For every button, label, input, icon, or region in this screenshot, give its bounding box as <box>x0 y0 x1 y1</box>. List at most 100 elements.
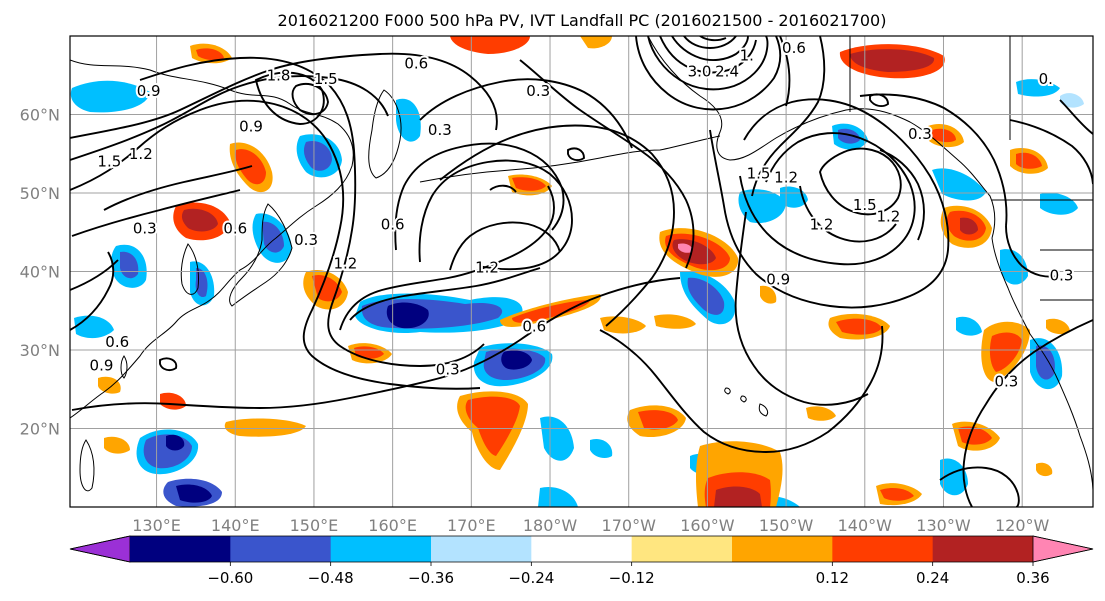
contour-label: 0.6 <box>381 215 405 233</box>
colorbar-tick-label: −0.24 <box>508 569 554 587</box>
longitude-label: 170°W <box>602 516 657 535</box>
contour-line <box>799 185 897 243</box>
colorbar-segment <box>531 536 633 562</box>
anomaly-blob <box>396 98 421 142</box>
latitude-label: 20°N <box>20 420 60 439</box>
contour-line <box>659 36 757 74</box>
contour-line <box>70 251 115 331</box>
anomaly-blob <box>654 314 696 329</box>
contour-line <box>139 56 485 367</box>
contour-label: 0.3 <box>436 361 460 379</box>
contour-label: 0.3 <box>908 125 932 143</box>
contour-line <box>879 149 925 241</box>
anomaly-blob <box>956 316 982 336</box>
anomaly-blob <box>1016 79 1060 97</box>
anomaly-blob <box>181 208 218 232</box>
anomaly-blob <box>760 285 777 304</box>
colorbar-tick-label: 0.24 <box>916 569 949 587</box>
anomaly-blob <box>104 436 130 454</box>
contour-label: 0.9 <box>766 270 790 288</box>
anomaly-blob <box>880 488 914 501</box>
contour-label: 1.2 <box>774 168 798 186</box>
pv-contours <box>70 36 1093 507</box>
contour-labels: 0.91.8 1.50.91.21.50.3 0.60.31.20.60.90.60… <box>88 37 1076 393</box>
contour-line <box>291 83 329 116</box>
colorbar-tick-label: −0.36 <box>408 569 454 587</box>
anomaly-blob <box>501 350 532 370</box>
contour-line <box>419 78 633 149</box>
ivt-anomaly-fill <box>70 36 1084 507</box>
contour-label: 0.9 <box>90 357 114 375</box>
anomaly-blob <box>354 346 384 359</box>
anomaly-blob <box>958 426 992 445</box>
contour-line <box>449 221 561 271</box>
anomaly-blob <box>1036 345 1055 380</box>
anomaly-blob <box>224 418 306 437</box>
anomaly-blob <box>836 318 882 335</box>
contour-label: 1.2 <box>475 259 499 277</box>
anomaly-blob <box>678 243 693 253</box>
contour-line <box>71 189 241 237</box>
anomaly-blob <box>714 486 762 507</box>
colorbar-segment <box>932 536 1034 562</box>
colorbar-segment <box>330 536 432 562</box>
colorbar-tick-label: 0.12 <box>816 569 849 587</box>
contour-line <box>1005 225 1061 278</box>
anomaly-blob <box>580 36 612 49</box>
anomaly-blob <box>512 177 546 191</box>
anomaly-blob <box>687 277 725 315</box>
anomaly-blob <box>932 168 986 201</box>
colorbar-segment <box>130 536 231 562</box>
anomaly-blob <box>638 410 678 430</box>
contour-line <box>70 259 119 291</box>
contour-line <box>70 75 389 161</box>
coastline-taiwan <box>120 355 128 379</box>
anomaly-blob <box>386 302 429 329</box>
border-lines <box>1009 36 1093 301</box>
contour-label: 0.6 <box>782 39 806 57</box>
anomaly-blob <box>932 128 956 143</box>
contour-line <box>1059 99 1093 135</box>
coastline-japan <box>229 203 293 307</box>
anomaly-blob <box>303 140 332 171</box>
coastline-north-america <box>991 237 1093 491</box>
contour-label: 1.5 <box>747 164 771 182</box>
anomaly-blob <box>960 217 978 235</box>
anomaly-blob <box>989 332 1022 372</box>
anomaly-blob <box>538 486 578 507</box>
anomaly-blob <box>850 49 935 72</box>
contour-line <box>739 132 916 266</box>
coastline-philippines <box>79 439 95 492</box>
coastline-hawaii <box>724 387 769 417</box>
contour-line <box>159 357 178 372</box>
anomaly-blob <box>70 80 150 113</box>
contour-line <box>439 124 675 327</box>
longitude-label: 150°W <box>759 516 814 535</box>
coastline-kamchatka <box>368 89 402 179</box>
anomaly-blob <box>1036 462 1053 477</box>
longitude-label: 160°E <box>368 516 417 535</box>
anomaly-blob <box>1046 318 1070 335</box>
contour-label: 0.6 <box>522 317 546 335</box>
contour-line <box>647 36 769 91</box>
gridlines <box>70 36 1093 507</box>
colorbar-segment <box>832 536 934 562</box>
anomaly-blob <box>1040 192 1078 215</box>
contour-label: 0.6 <box>404 54 428 72</box>
colorbar-outline <box>69 535 1094 563</box>
contour-line <box>70 99 481 390</box>
anomaly-blob <box>838 128 860 144</box>
contour-line <box>709 98 950 309</box>
contour-line <box>418 159 573 271</box>
contour-line <box>751 36 826 197</box>
anomaly-blob <box>166 434 185 451</box>
negative-anomalies <box>70 79 1084 507</box>
longitude-label: 120°W <box>995 516 1050 535</box>
anomaly-blob <box>465 396 520 456</box>
colorbar-extend-low <box>69 535 131 563</box>
longitude-label: 140°W <box>838 516 893 535</box>
contour-line <box>734 211 869 406</box>
colorbar: −0.60−0.48−0.36−0.24−0.120.120.240.360.4… <box>69 535 1094 587</box>
contour-label: 1.5 <box>853 196 877 214</box>
anomaly-blob <box>540 416 574 461</box>
